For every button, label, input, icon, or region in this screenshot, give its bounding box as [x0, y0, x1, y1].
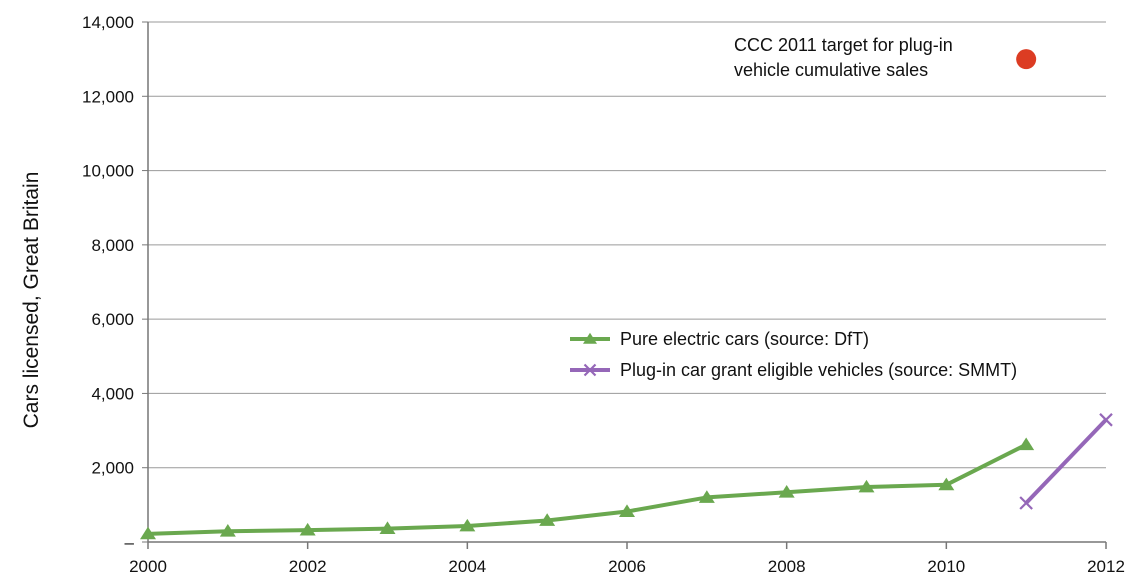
x-tick-label: 2002: [289, 557, 327, 576]
annotation-text: vehicle cumulative sales: [734, 60, 928, 80]
y-axis-label: Cars licensed, Great Britain: [20, 172, 43, 429]
series-line: [1024, 418, 1108, 505]
y-tick-label: 10,000: [82, 162, 134, 181]
legend-item: Pure electric cars (source: DfT): [570, 329, 869, 349]
y-tick-label: 2,000: [91, 459, 134, 478]
marker-stroke: [1019, 496, 1033, 510]
data-point: [539, 513, 556, 526]
legend-label: Plug-in car grant eligible vehicles (sou…: [620, 360, 1017, 380]
series-pure-electric: [140, 437, 1035, 540]
series-line: [147, 442, 1028, 536]
data-point: [778, 485, 795, 498]
annotation-layer: CCC 2011 target for plug-in vehicle cumul…: [734, 35, 1037, 80]
series-layer: [140, 413, 1113, 540]
legend-item: Plug-in car grant eligible vehicles (sou…: [570, 360, 1017, 380]
data-point: [299, 522, 316, 536]
target-point: [1016, 49, 1037, 70]
y-tick-label: 12,000: [82, 87, 134, 106]
legend-marker: [583, 363, 597, 377]
data-point: [858, 479, 875, 493]
y-tick-label: 14,000: [82, 13, 134, 32]
y-axis-ticks: – 2,000 4,000 6,000 8,000 10,000 12,000 14,000: [82, 13, 148, 552]
data-point: [938, 477, 955, 491]
data-point: [698, 490, 715, 503]
data-point: [459, 518, 476, 532]
data-point: [379, 521, 396, 535]
annotation-target: CCC 2011 target for plug-in vehicle cumul…: [734, 35, 1037, 80]
legend-label: Pure electric cars (source: DfT): [620, 329, 869, 349]
x-axis-ticks: 2000 2002 2004 2006 2008 2010 2012: [129, 542, 1125, 576]
data-point: [619, 504, 635, 517]
x-tick-label: 2004: [448, 557, 486, 576]
marker-stroke: [583, 363, 597, 377]
axes: [147, 22, 1106, 543]
x-tick-label: 2010: [927, 557, 965, 576]
data-point: [1018, 437, 1035, 451]
y-tick-label: 8,000: [91, 236, 134, 255]
series-plug-in-grant: [1019, 413, 1113, 510]
data-point: [1019, 496, 1033, 510]
x-tick-label: 2000: [129, 557, 167, 576]
data-point: [219, 524, 236, 537]
x-tick-label: 2012: [1087, 557, 1125, 576]
data-point: [140, 526, 156, 540]
legend: Pure electric cars (source: DfT) Plug-in …: [570, 329, 1017, 380]
y-tick-label: 4,000: [91, 384, 134, 403]
marker-stroke: [1099, 413, 1113, 427]
y-tick-label: –: [125, 533, 135, 552]
y-tick-label: 6,000: [91, 310, 134, 329]
x-tick-label: 2008: [768, 557, 806, 576]
gridlines: [148, 21, 1106, 469]
legend-marker: [583, 332, 597, 344]
x-tick-label: 2006: [608, 557, 646, 576]
annotation-text: CCC 2011 target for plug-in: [734, 35, 953, 55]
data-point: [1099, 413, 1113, 427]
